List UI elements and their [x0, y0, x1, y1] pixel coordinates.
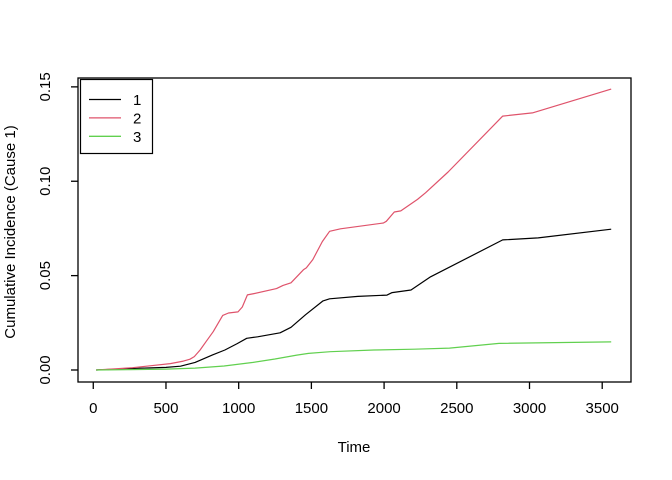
plot-box — [77, 77, 632, 383]
x-tick-label: 1000 — [222, 400, 255, 417]
y-tick-label: 0.00 — [37, 355, 54, 384]
x-tick-label: 2000 — [367, 400, 400, 417]
x-tick-label: 500 — [153, 400, 178, 417]
legend-border — [79, 78, 154, 155]
series-lines — [96, 88, 612, 371]
legend-label-1: 1 — [133, 92, 141, 109]
series-line-1 — [96, 228, 612, 371]
y-tick-label: 0.10 — [37, 167, 54, 196]
x-tick-label: 2500 — [440, 400, 473, 417]
series-line-3 — [96, 341, 612, 371]
legend-label-3: 3 — [133, 129, 141, 146]
legend-box: 12 3 — [79, 78, 154, 155]
series-line-2 — [96, 88, 612, 371]
x-tick-label: 0 — [89, 400, 97, 417]
plot-border — [77, 77, 632, 383]
x-tick-label: 1500 — [295, 400, 328, 417]
x-axis: 0 500 1000 1500 2000 2500 3000 3500 — [89, 382, 619, 417]
x-tick-label: 3000 — [513, 400, 546, 417]
legend-label-2: 2 — [133, 110, 141, 127]
y-axis-title: Cumulative Incidence (Cause 1) — [2, 125, 19, 338]
x-tick-label: 3500 — [586, 400, 619, 417]
y-axis: 0.00 0.05 0.10 0.15 — [37, 72, 78, 385]
y-tick-label: 0.15 — [37, 72, 54, 101]
y-tick-label: 0.05 — [37, 261, 54, 290]
x-axis-title: Time — [338, 439, 371, 456]
